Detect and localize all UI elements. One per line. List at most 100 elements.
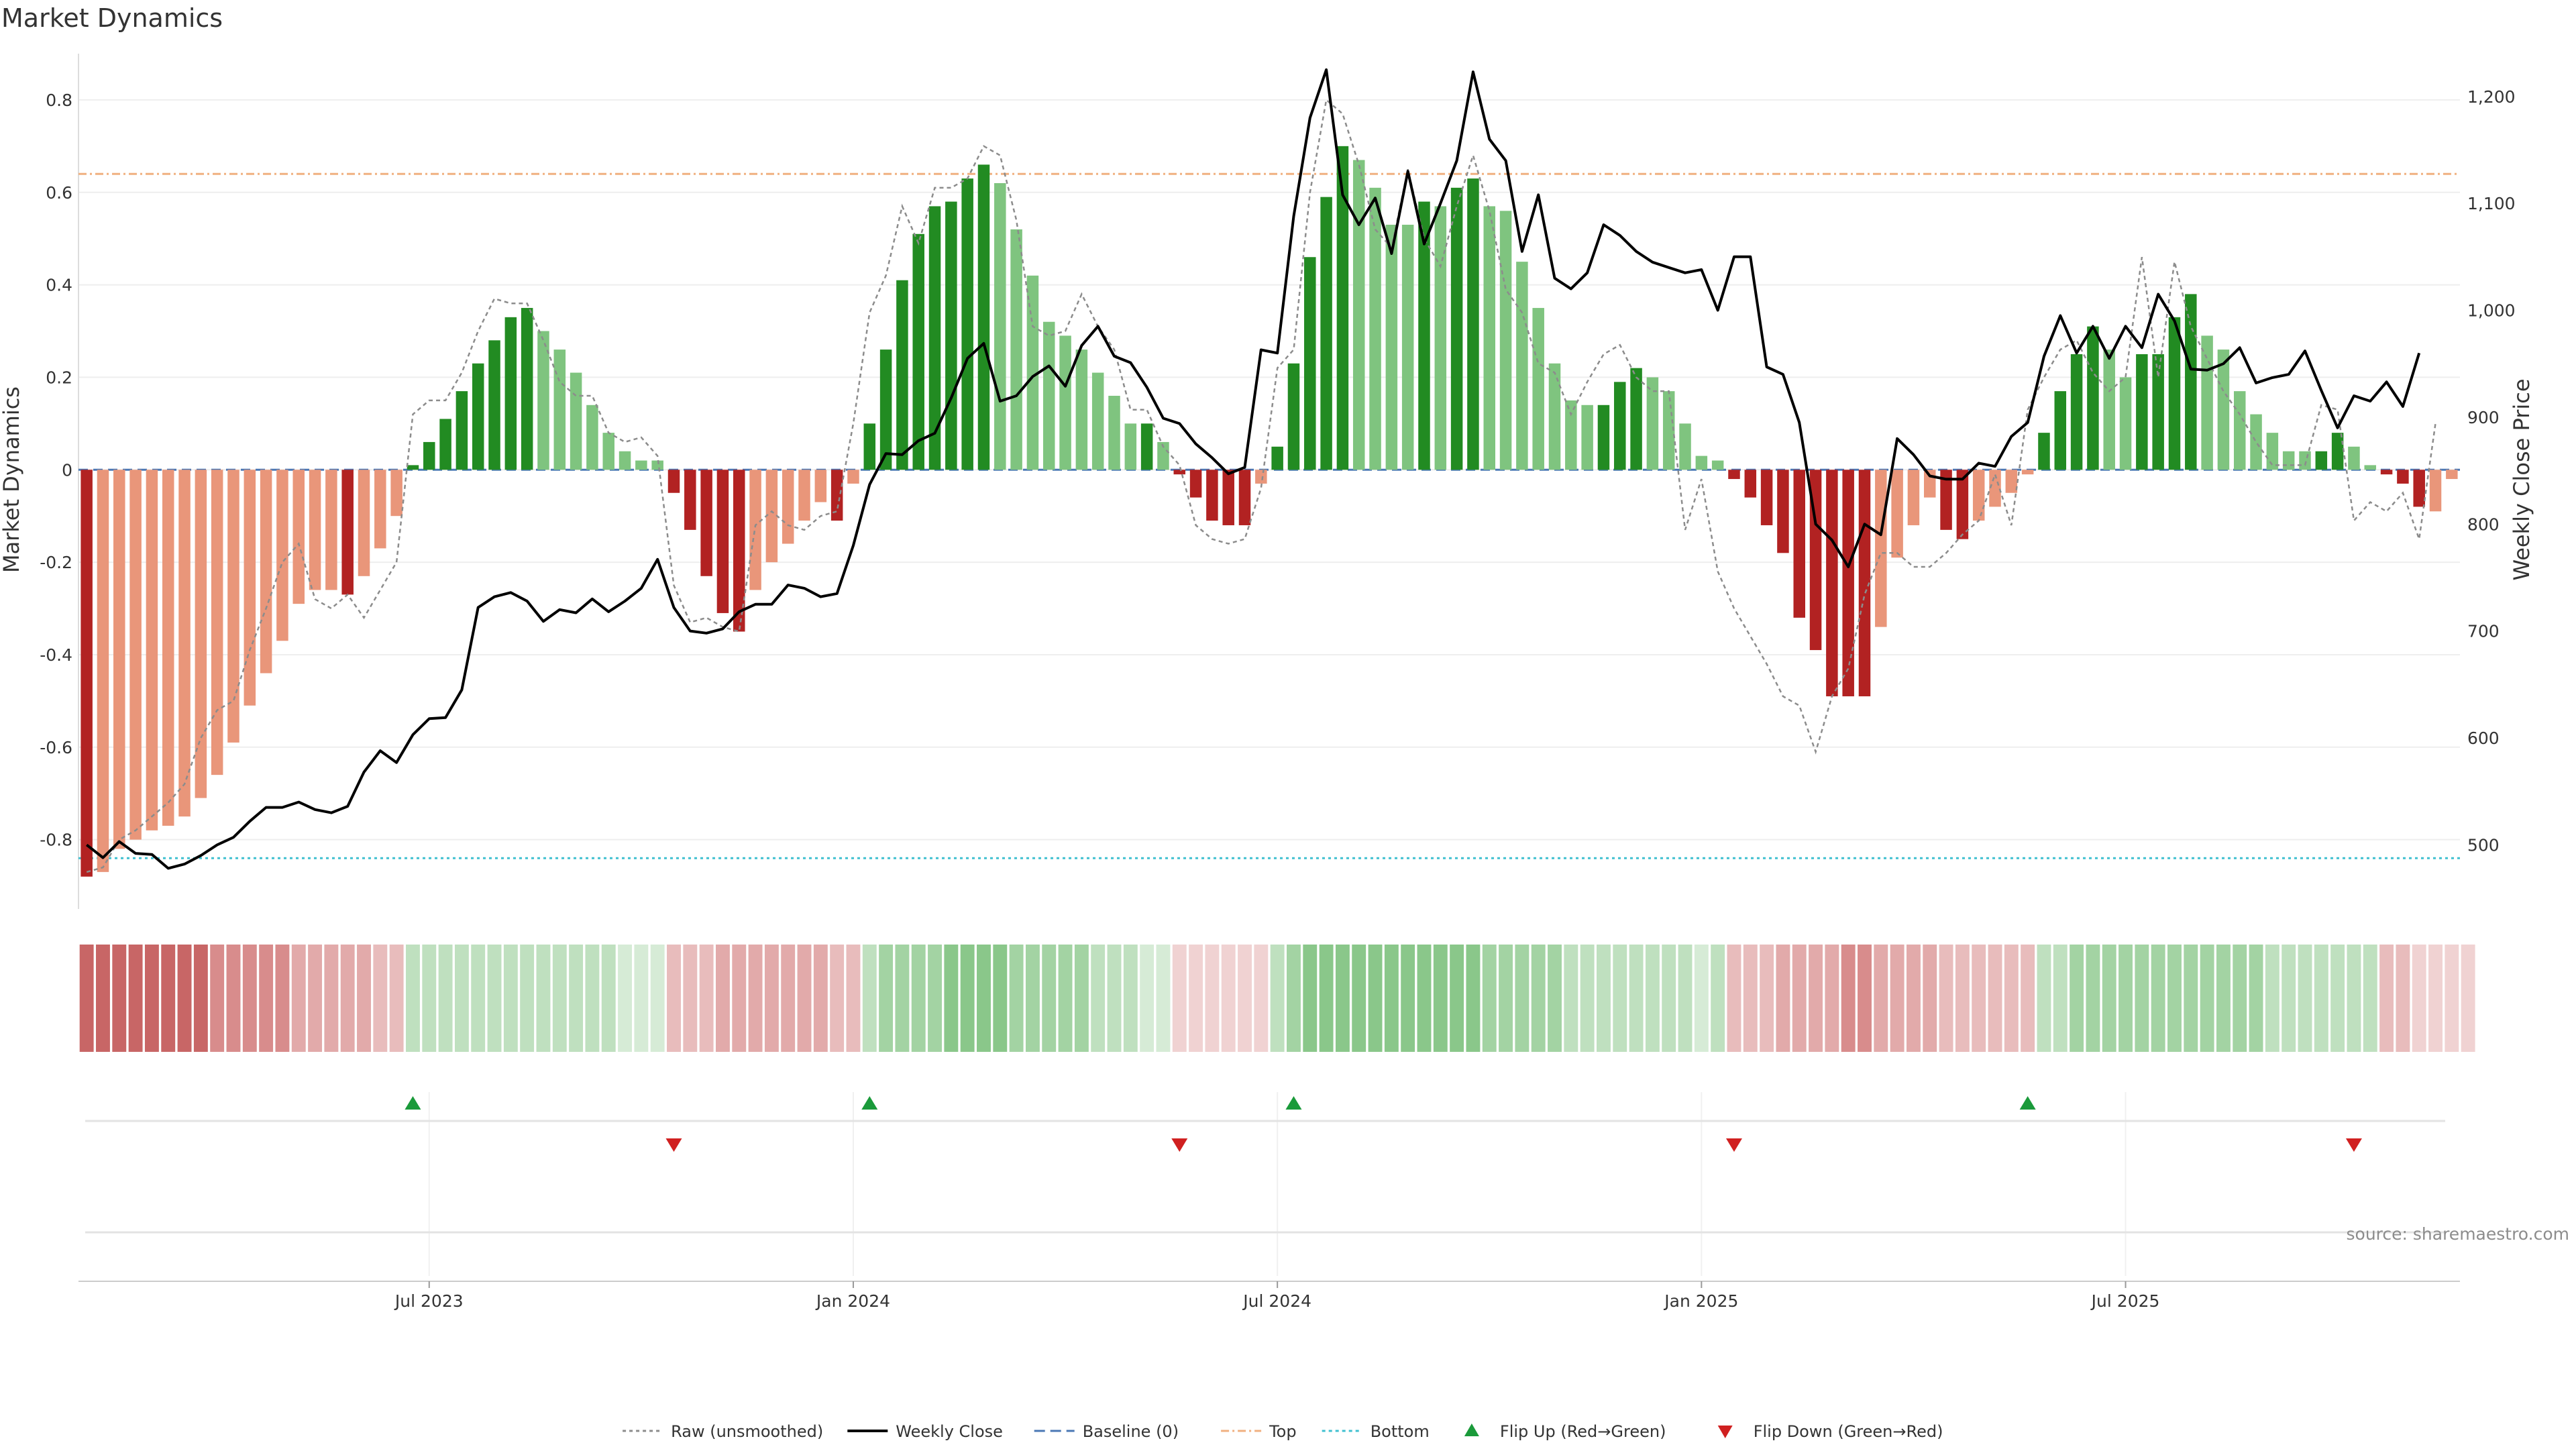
legend-label: Bottom [1371,1422,1430,1441]
dynamics-bar [2380,470,2393,475]
regime-cell [487,945,502,1052]
regime-cell [748,945,763,1052]
regime-cell [1466,945,1481,1052]
dynamics-bar [1271,446,1283,470]
regime-cell [2070,945,2084,1052]
dynamics-bar [1793,470,1805,618]
regime-cell [1580,945,1595,1052]
left-axis-ticks: 0.8 0.6 0.4 0.2 0 -0.2 -0.4 -0.6 -0.8 [40,91,72,850]
y2-tick-label: 500 [2467,835,2500,855]
regime-cell [911,945,926,1052]
dynamics-bar [1532,308,1544,470]
regime-cell [1858,945,1872,1052]
dynamics-bar [1581,405,1593,470]
regime-cell [781,945,796,1052]
regime-cell [830,945,845,1052]
regime-cell [340,945,355,1052]
dynamics-bar [1157,441,1169,470]
regime-cell [1711,945,1725,1052]
dynamics-bar [2266,433,2279,470]
y-tick-label: 0.2 [46,368,72,387]
x-axis: Jul 2023 Jan 2024 Jul 2024 Jan 2025 Jul 2025 [78,1281,2460,1311]
dynamics-bar [2217,350,2230,470]
y2-tick-label: 1,200 [2467,87,2516,107]
dynamics-bar [97,470,109,872]
regime-cell [454,945,469,1052]
regime-cell [357,945,371,1052]
regime-cell [1564,945,1578,1052]
dynamics-bar [1711,460,1724,470]
dynamics-bar [1385,225,1398,470]
regime-cell [2428,945,2443,1052]
dynamics-bar [1597,405,1610,470]
dynamics-bar [2446,470,2458,480]
regime-cell [2004,945,2019,1052]
regime-cell [1972,945,1986,1052]
regime-cell [1238,945,1252,1052]
dynamics-bar [1336,146,1349,470]
regime-cell [259,945,274,1052]
regime-cell [2216,945,2231,1052]
regime-cell [1760,945,1774,1052]
dynamics-bar [1108,396,1120,470]
regime-cell [2314,945,2328,1052]
regime-cell [1368,945,1383,1052]
dynamics-bar [2413,470,2425,507]
dynamics-bar [977,164,990,470]
regime-cell [2330,945,2345,1052]
dynamics-bar [1809,470,1822,651]
regime-cell [128,945,143,1052]
dynamics-bar [1614,382,1626,470]
regime-cell [242,945,257,1052]
y-tick-label: -0.8 [40,830,72,850]
regime-cell [1123,945,1138,1052]
dynamics-bar [2152,354,2164,470]
regime-cell [2021,945,2035,1052]
regime-cell [112,945,127,1052]
dynamics-bar [1548,363,1561,470]
dynamics-bar [570,372,582,470]
regime-cell [1189,945,1203,1052]
legend-label: Weekly Close [896,1422,1003,1441]
dynamics-bar [2119,377,2132,470]
dynamics-bar [2054,391,2067,470]
regime-cell [373,945,388,1052]
legend-label: Baseline (0) [1083,1422,1179,1441]
dynamics-bar [830,470,843,521]
dynamics-bar [1255,470,1267,484]
flip-up-marker [1285,1096,1302,1110]
dynamics-bar [195,470,207,798]
regime-cell [650,945,665,1052]
regime-cell [2379,945,2394,1052]
dynamics-bar [1989,470,2001,507]
regime-cell [177,945,192,1052]
regime-cell [895,945,910,1052]
dynamics-bar [1826,470,1838,696]
dynamics-bar [1369,187,1381,470]
regime-cell [1629,945,1644,1052]
dynamics-bar [863,423,876,470]
dynamics-bar [1434,206,1447,470]
dynamics-bar [798,470,810,521]
regime-cell [210,945,225,1052]
dynamics-bar [1352,160,1365,470]
regime-cell [944,945,959,1052]
regime-cell [161,945,176,1052]
dynamics-bar [1320,197,1332,470]
dynamics-bar [814,470,827,502]
regime-cell [699,945,714,1052]
flip-up-marker [405,1096,421,1110]
dynamics-bar [1940,470,1952,530]
dynamics-bar [1173,470,1186,475]
y2-tick-label: 1,100 [2467,194,2516,213]
dynamics-bar [292,470,305,604]
dynamics-bar [2038,433,2050,470]
gridlines [78,54,2460,1276]
dynamics-bar [80,470,93,877]
dynamics-bar [1728,470,1740,480]
flip-down-marker [1725,1138,1742,1152]
dynamics-bar [374,470,386,549]
flip-down-marker [665,1138,682,1152]
dynamics-bar [1026,275,1039,470]
